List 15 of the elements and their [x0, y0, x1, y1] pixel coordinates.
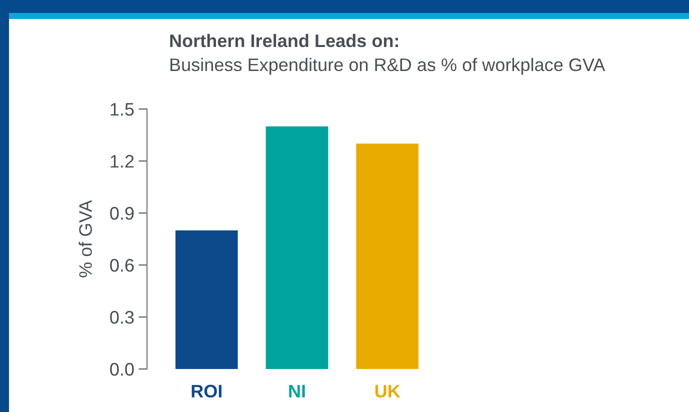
bar: [175, 230, 238, 369]
y-axis-title: % of GVA: [78, 200, 92, 278]
bar: [266, 126, 328, 369]
x-tick-label: NI: [289, 384, 305, 398]
y-tick-label: 0.0: [110, 362, 134, 376]
y-tick-label: 0.6: [110, 258, 134, 272]
y-tick-label: 0.9: [110, 206, 134, 220]
bar: [356, 144, 419, 369]
y-tick-label: 0.3: [110, 310, 134, 324]
x-tick-label: UK: [375, 384, 400, 398]
chart-title: Northern Ireland Leads on:: [170, 34, 398, 48]
x-tick-label: ROI: [192, 384, 222, 398]
y-tick-label: 1.2: [110, 154, 134, 168]
chart-subtitle: Business Expenditure on R&D as % of workplace GVA: [170, 58, 606, 75]
y-tick-label: 1.5: [110, 103, 134, 116]
